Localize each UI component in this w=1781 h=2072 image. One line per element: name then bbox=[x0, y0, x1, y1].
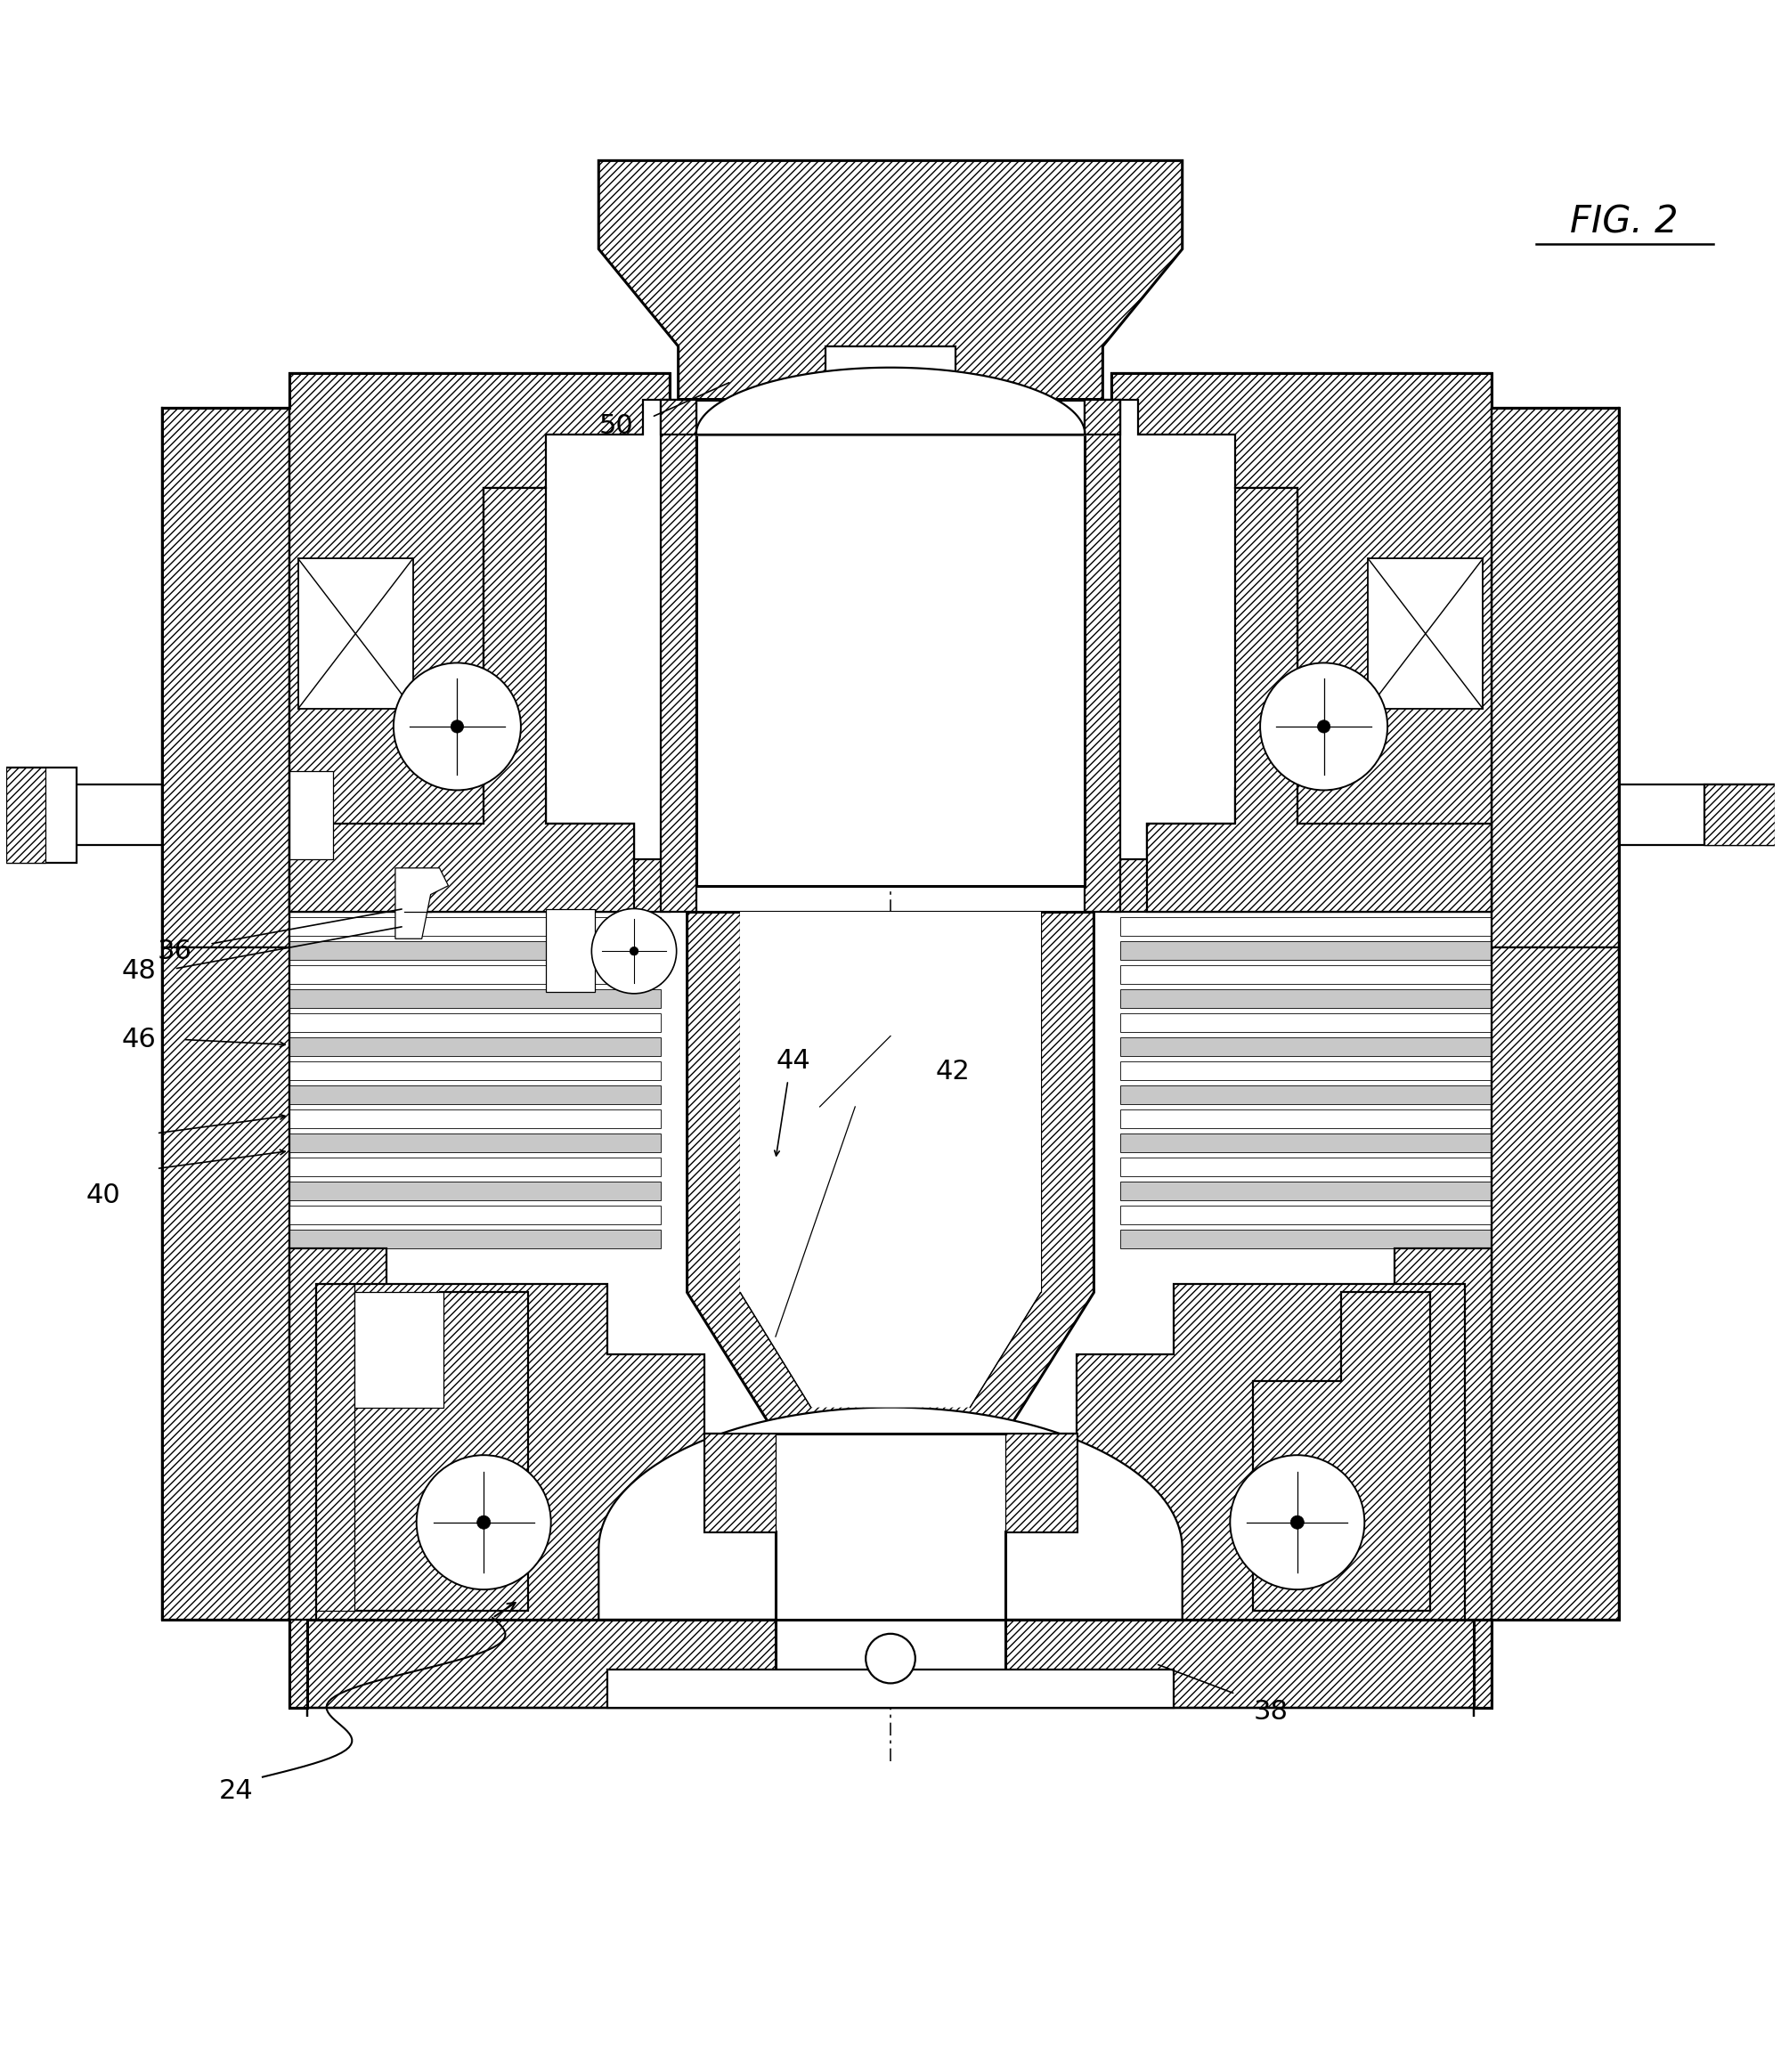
Polygon shape bbox=[1619, 785, 1776, 845]
Bar bbox=[1120, 990, 1492, 1009]
Bar bbox=[1120, 1109, 1492, 1129]
Text: 38: 38 bbox=[1254, 1699, 1288, 1724]
Polygon shape bbox=[1085, 400, 1120, 435]
Polygon shape bbox=[289, 373, 670, 912]
Polygon shape bbox=[741, 912, 1040, 1407]
Text: 48: 48 bbox=[121, 957, 157, 984]
Bar bbox=[1120, 1181, 1492, 1200]
Polygon shape bbox=[661, 400, 696, 435]
Bar bbox=[289, 1086, 661, 1104]
Bar bbox=[5, 767, 77, 862]
Bar bbox=[297, 559, 413, 709]
Bar bbox=[289, 1133, 661, 1152]
Circle shape bbox=[866, 1633, 915, 1682]
Bar bbox=[1120, 941, 1492, 959]
Polygon shape bbox=[1492, 408, 1619, 947]
Polygon shape bbox=[315, 1283, 354, 1610]
Bar bbox=[354, 1293, 443, 1407]
Polygon shape bbox=[289, 1620, 1492, 1707]
Bar bbox=[1704, 785, 1776, 845]
Polygon shape bbox=[1006, 1434, 1076, 1531]
Bar bbox=[1120, 1206, 1492, 1225]
Bar bbox=[289, 1206, 661, 1225]
Bar bbox=[1120, 1158, 1492, 1177]
Circle shape bbox=[1318, 721, 1330, 733]
Bar bbox=[696, 435, 1085, 885]
Polygon shape bbox=[705, 1434, 1076, 1672]
Bar bbox=[1120, 1013, 1492, 1032]
Polygon shape bbox=[5, 767, 45, 862]
Bar bbox=[289, 1229, 661, 1247]
Polygon shape bbox=[598, 1407, 1183, 1620]
Bar bbox=[1368, 559, 1484, 709]
Circle shape bbox=[630, 947, 638, 955]
Bar bbox=[607, 1670, 1174, 1707]
Bar bbox=[1120, 966, 1492, 984]
Polygon shape bbox=[289, 487, 634, 912]
Bar bbox=[289, 1158, 661, 1177]
Bar bbox=[289, 771, 333, 860]
Bar bbox=[289, 990, 661, 1009]
Bar bbox=[289, 1038, 661, 1057]
Bar bbox=[289, 1181, 661, 1200]
Text: 50: 50 bbox=[598, 412, 634, 439]
Bar bbox=[289, 941, 661, 959]
Bar bbox=[1120, 1061, 1492, 1080]
Circle shape bbox=[1291, 1515, 1304, 1529]
Polygon shape bbox=[306, 1707, 1475, 1718]
Bar bbox=[741, 912, 1040, 1293]
Polygon shape bbox=[1492, 947, 1619, 1620]
Polygon shape bbox=[289, 1247, 386, 1620]
Polygon shape bbox=[162, 947, 289, 1620]
Bar bbox=[289, 1061, 661, 1080]
Bar bbox=[289, 918, 661, 937]
Polygon shape bbox=[1147, 487, 1492, 912]
Circle shape bbox=[394, 663, 520, 789]
Polygon shape bbox=[1395, 1247, 1492, 1620]
Bar bbox=[289, 1109, 661, 1129]
Text: 44: 44 bbox=[777, 1048, 810, 1073]
Text: 42: 42 bbox=[935, 1059, 969, 1084]
Polygon shape bbox=[705, 1434, 775, 1531]
Polygon shape bbox=[545, 910, 595, 992]
Polygon shape bbox=[1085, 400, 1120, 912]
Polygon shape bbox=[162, 408, 289, 947]
Circle shape bbox=[477, 1515, 490, 1529]
Polygon shape bbox=[1111, 373, 1492, 912]
Text: FIG. 2: FIG. 2 bbox=[1571, 203, 1678, 240]
Circle shape bbox=[1261, 663, 1387, 789]
Bar bbox=[289, 966, 661, 984]
Polygon shape bbox=[687, 912, 1094, 1434]
Polygon shape bbox=[5, 785, 162, 845]
Polygon shape bbox=[661, 400, 696, 912]
Circle shape bbox=[417, 1455, 550, 1589]
Text: 40: 40 bbox=[85, 1183, 121, 1208]
Polygon shape bbox=[395, 868, 449, 939]
Bar bbox=[1120, 1086, 1492, 1104]
Bar bbox=[1120, 1038, 1492, 1057]
Bar bbox=[1120, 918, 1492, 937]
Polygon shape bbox=[315, 1283, 1466, 1620]
Polygon shape bbox=[351, 1293, 527, 1610]
Text: 36: 36 bbox=[157, 939, 192, 963]
Bar bbox=[1120, 1229, 1492, 1247]
Text: 24: 24 bbox=[219, 1778, 253, 1805]
Polygon shape bbox=[1254, 1293, 1430, 1610]
Bar bbox=[289, 1013, 661, 1032]
Circle shape bbox=[1231, 1455, 1364, 1589]
Circle shape bbox=[451, 721, 463, 733]
Circle shape bbox=[591, 910, 677, 995]
Text: 46: 46 bbox=[121, 1026, 157, 1053]
Polygon shape bbox=[1704, 785, 1776, 845]
Polygon shape bbox=[598, 162, 1183, 400]
Bar bbox=[1120, 1133, 1492, 1152]
Bar bbox=[825, 346, 956, 400]
